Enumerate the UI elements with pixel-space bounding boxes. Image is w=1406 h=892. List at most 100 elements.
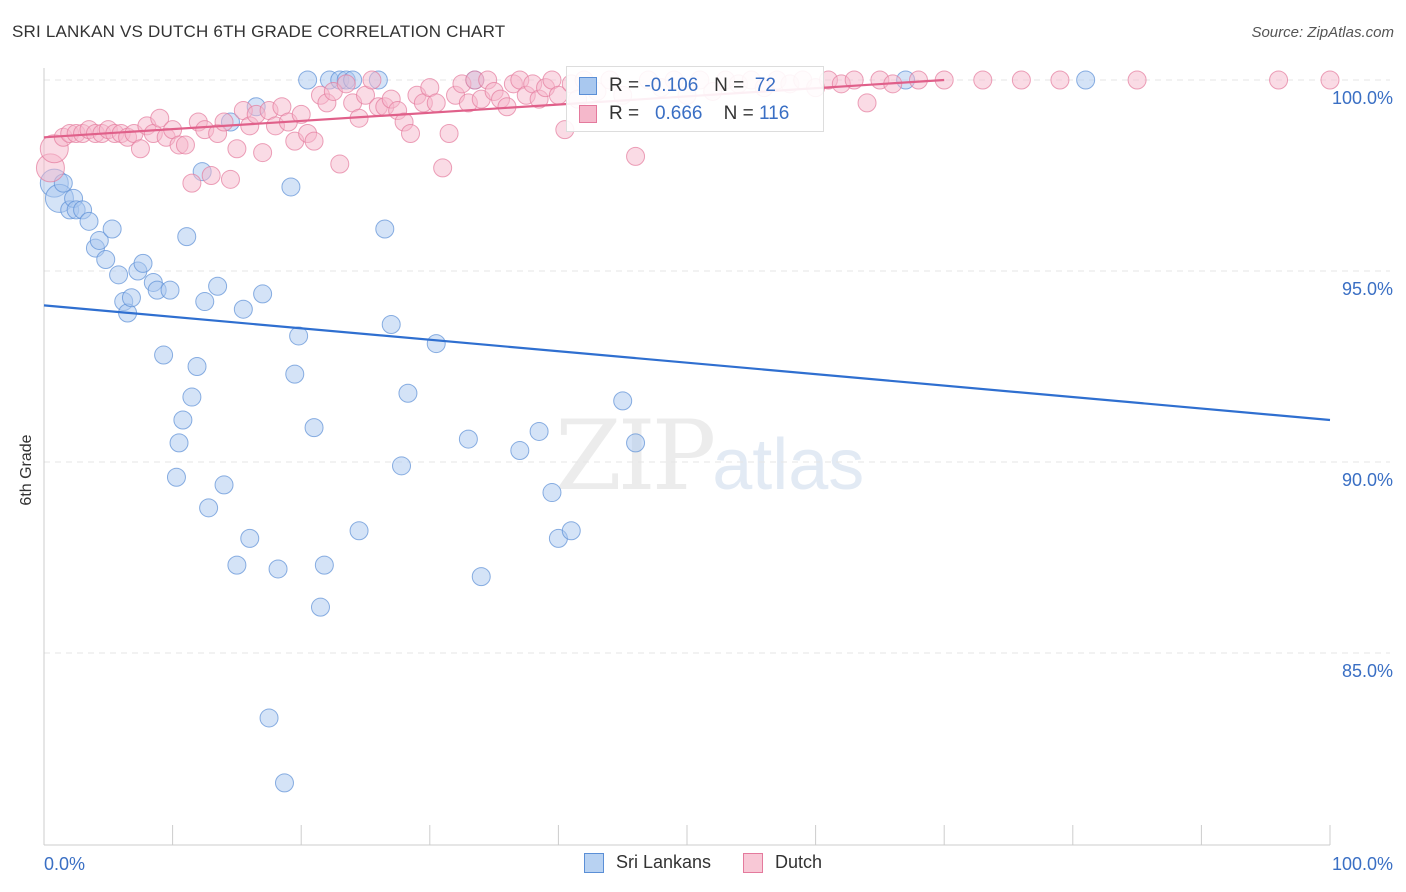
point-sri-lankans [182, 387, 202, 407]
y-tick-label: 85.0% [1342, 661, 1393, 681]
point-sri-lankans [160, 280, 180, 300]
point-sri-lankans [304, 418, 324, 438]
watermark: ZIPatlas [555, 400, 864, 512]
watermark-atlas: atlas [712, 425, 865, 505]
point-sri-lankans [133, 253, 153, 273]
legend-row-dutch: R = 0.666 N = 116 [579, 101, 789, 127]
point-dutch [227, 139, 247, 159]
point-sri-lankans [1076, 70, 1096, 90]
point-sri-lankans [227, 555, 247, 575]
point-dutch [401, 123, 421, 143]
legend-r-label: R = [609, 103, 640, 124]
point-dutch [336, 74, 356, 94]
legend-item-dutch[interactable]: Dutch [743, 852, 822, 873]
point-sri-lankans [121, 288, 141, 308]
legend-stats: R = -0.106 N = 72 R = 0.666 N = 116 [566, 66, 824, 132]
point-sri-lankans [426, 334, 446, 354]
point-dutch [304, 131, 324, 151]
legend-r-value: 0.666 [654, 103, 703, 124]
point-dutch [1269, 70, 1289, 90]
point-sri-lankans [109, 265, 129, 285]
point-sri-lankans [381, 314, 401, 334]
point-sri-lankans [310, 597, 330, 617]
point-dutch [1011, 70, 1031, 90]
point-sri-lankans [169, 433, 189, 453]
point-dutch [201, 166, 221, 185]
legend-swatch-sri-lankans [579, 77, 597, 95]
point-dutch [362, 70, 382, 90]
point-dutch [439, 123, 459, 143]
chart-title: SRI LANKAN VS DUTCH 6TH GRADE CORRELATIO… [12, 22, 506, 41]
point-dutch [130, 139, 150, 159]
point-dutch [330, 154, 350, 174]
y-tick-label: 100.0% [1332, 88, 1393, 108]
point-sri-lankans [542, 483, 562, 503]
legend-swatch-dutch [579, 105, 597, 123]
point-sri-lankans [289, 326, 309, 346]
legend-r-label: R = [609, 75, 640, 96]
point-sri-lankans [471, 567, 491, 587]
point-sri-lankans [102, 219, 122, 239]
point-dutch [253, 143, 273, 163]
y-axis-label: 6th Grade [18, 434, 35, 506]
legend-item-sri-lankans[interactable]: Sri Lankans [583, 852, 712, 873]
point-dutch [1050, 70, 1070, 90]
legend-swatch [743, 852, 764, 873]
point-dutch [908, 70, 928, 90]
point-sri-lankans [613, 391, 633, 411]
point-sri-lankans [187, 357, 207, 376]
point-dutch [857, 93, 877, 113]
point-dutch [291, 104, 311, 124]
point-sri-lankans [233, 299, 253, 319]
point-dutch [433, 158, 453, 178]
legend-r-value: -0.106 [644, 75, 699, 96]
point-sri-lankans [214, 475, 234, 495]
point-sri-lankans [195, 292, 215, 312]
point-sri-lankans [510, 441, 530, 461]
legend-label: Dutch [775, 852, 823, 872]
point-sri-lankans [561, 521, 581, 541]
point-sri-lankans [268, 559, 288, 579]
point-sri-lankans [154, 345, 174, 365]
y-tick-label: 95.0% [1342, 279, 1393, 299]
y-tick-label: 90.0% [1342, 470, 1393, 490]
point-sri-lankans [240, 528, 260, 548]
point-sri-lankans [458, 429, 478, 449]
point-sri-lankans [208, 276, 228, 296]
legend-n-value: 116 [759, 103, 790, 124]
legend-row-sri-lankans: R = -0.106 N = 72 [579, 73, 776, 99]
point-sri-lankans [173, 410, 193, 430]
point-sri-lankans [298, 70, 318, 90]
trend-line-sri-lankans [43, 304, 1331, 422]
point-sri-lankans [398, 383, 418, 403]
point-dutch [1320, 70, 1340, 90]
point-sri-lankans [96, 250, 116, 270]
point-sri-lankans [285, 364, 305, 384]
point-dutch [626, 146, 646, 166]
point-dutch [1127, 70, 1147, 90]
chart-source: Source: ZipAtlas.com [1251, 24, 1394, 41]
x-tick-label: 0.0% [44, 854, 85, 874]
legend-label: Sri Lankans [615, 852, 712, 872]
point-sri-lankans [177, 227, 197, 247]
point-sri-lankans [166, 467, 186, 487]
legend-n-label: N = [723, 103, 754, 124]
point-dutch [426, 93, 446, 113]
point-dutch [175, 135, 195, 155]
point-sri-lankans [349, 521, 369, 541]
point-sri-lankans [375, 219, 395, 239]
point-sri-lankans [392, 456, 412, 476]
point-sri-lankans [259, 708, 279, 728]
point-dutch [214, 112, 234, 132]
legend-series: Sri Lankans Dutch [0, 852, 1406, 873]
point-sri-lankans [253, 284, 273, 304]
legend-n-label: N = [714, 75, 745, 96]
point-sri-lankans [79, 211, 99, 231]
x-tick-label: 100.0% [1332, 854, 1393, 874]
point-sri-lankans [89, 230, 109, 250]
watermark-zip: ZIP [555, 400, 716, 512]
legend-n-value: 72 [754, 75, 776, 96]
point-sri-lankans [199, 498, 219, 518]
point-dutch [973, 70, 993, 90]
